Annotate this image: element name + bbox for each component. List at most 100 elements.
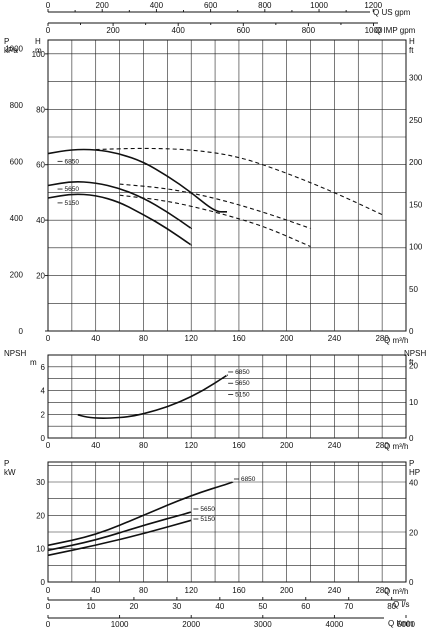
y-tick-label: 20 [36, 511, 45, 520]
q-lmin-label: Q l/min [388, 619, 413, 628]
y-tick-label: 20 [409, 528, 418, 537]
ls-tick-label: 0 [46, 602, 51, 611]
y-tick-label: 0 [41, 578, 46, 587]
power-panel: 0 40 80 120 160 200 240 280 0 10 20 30 0 20 40 6850 5… [4, 459, 420, 596]
p-hp-label-2: HP [409, 468, 420, 477]
q-imp-gpm-label: Q IMP gpm [375, 26, 416, 35]
imp-tick-label: 1000 [365, 26, 383, 35]
p-kw-label-1: P [4, 459, 9, 468]
x-tick-label: 240 [328, 334, 342, 343]
power-q-m3h-label: Q m³/h [384, 587, 408, 596]
p-kw-label-2: kW [4, 468, 16, 477]
x-tick-label: 0 [46, 441, 51, 450]
imp-tick-label: 400 [172, 26, 186, 35]
p-kpa-label-2: kPa [4, 46, 18, 55]
y-tick-label: 2 [41, 410, 46, 419]
power-kw-tick-labels: 0 10 20 30 [36, 478, 45, 587]
npsh-m-label-2: m [30, 358, 37, 367]
p-hp-label-1: P [409, 459, 414, 468]
x-tick-label: 40 [91, 334, 100, 343]
curve-5150 [47, 193, 193, 246]
x-tick-label: 40 [91, 586, 100, 595]
npsh-ft-tick-labels: 0 10 20 [409, 362, 418, 443]
npsh-m-tick-labels: 0 2 4 6 [41, 363, 46, 443]
us-gpm-ticks: 0 200 400 600 800 1000 1200 [46, 1, 383, 12]
y-tick-label: 200 [10, 270, 24, 279]
npsh-curve-label: 5150 [235, 392, 250, 399]
curve-label: 5650 [65, 186, 80, 193]
imp-tick-label: 0 [46, 26, 51, 35]
head-kpa-tick-labels: 0 200 400 600 800 1000 [5, 44, 23, 336]
x-tick-label: 280 [375, 334, 389, 343]
power-curves: 6850 5650 5150 [47, 476, 256, 557]
imp-tick-label: 200 [106, 26, 120, 35]
ls-tick-label: 30 [172, 602, 181, 611]
lmin-tick-label: 1000 [111, 620, 129, 629]
power-curve-label: 5650 [200, 506, 215, 513]
power-hp-tick-labels: 0 20 40 [409, 479, 418, 587]
lmin-ticks: 0 1000 2000 3000 4000 5000 [46, 615, 415, 629]
y-tick-label: 600 [10, 157, 24, 166]
h-m-label-1: H [35, 37, 41, 46]
curve-6850 [77, 374, 228, 419]
ls-tick-label: 60 [301, 602, 310, 611]
us-tick-label: 400 [150, 1, 164, 10]
curve-5650 [47, 511, 192, 552]
lmin-tick-label: 0 [46, 620, 51, 629]
y-tick-label: 150 [409, 200, 423, 209]
curve-5150-ext [119, 194, 312, 248]
y-tick-label: 60 [36, 161, 45, 170]
ls-tick-label: 50 [258, 602, 267, 611]
power-grid [48, 462, 406, 582]
power-curve-label: 5150 [200, 516, 215, 523]
y-tick-label: 0 [409, 578, 414, 587]
ls-tick-label: 10 [87, 602, 96, 611]
y-tick-label: 100 [32, 50, 46, 59]
y-tick-label: 400 [10, 214, 24, 223]
head-x-tick-labels: 0 40 80 120 160 200 240 280 [46, 334, 390, 343]
head-m-tick-labels: 20 40 60 80 100 [32, 50, 46, 281]
npsh-curve-label: 6850 [235, 369, 250, 376]
x-tick-label: 280 [375, 586, 389, 595]
y-tick-label: 80 [36, 105, 45, 114]
x-tick-label: 40 [91, 441, 100, 450]
h-ft-label-1: H [409, 37, 415, 46]
y-tick-label: 0 [409, 327, 414, 336]
us-tick-label: 1000 [310, 1, 328, 10]
lmin-tick-label: 4000 [326, 620, 344, 629]
npsh-grid [48, 355, 406, 438]
y-tick-label: 40 [36, 216, 45, 225]
curve-5150 [47, 519, 192, 557]
lmin-tick-label: 5000 [397, 620, 415, 629]
x-tick-label: 160 [232, 586, 246, 595]
lmin-tick-label: 2000 [182, 620, 200, 629]
us-tick-label: 1200 [364, 1, 382, 10]
curve-label: 6850 [65, 158, 80, 165]
curve-6850 [47, 481, 234, 547]
head-q-m3h-label: Q m³/h [384, 336, 408, 345]
ls-ticks: 0 10 20 30 40 50 60 70 80 [46, 597, 397, 611]
y-tick-label: 10 [409, 398, 418, 407]
ls-tick-label: 70 [344, 602, 353, 611]
y-tick-label: 20 [409, 362, 418, 371]
curve-6850-ext [95, 147, 383, 216]
us-tick-label: 800 [258, 1, 272, 10]
x-tick-label: 120 [185, 586, 199, 595]
us-tick-label: 200 [96, 1, 110, 10]
x-tick-label: 120 [185, 334, 199, 343]
npsh-ft-label-1: NPSH [404, 349, 426, 358]
lmin-tick-label: 3000 [254, 620, 272, 629]
y-tick-label: 30 [36, 478, 45, 487]
y-tick-label: 40 [409, 479, 418, 488]
x-tick-label: 200 [280, 586, 294, 595]
bottom-axes: 0 10 20 30 40 50 60 70 80 0 1000 2000 3000 4000 5000 … [46, 597, 415, 629]
y-tick-label: 20 [36, 272, 45, 281]
imp-tick-label: 600 [237, 26, 251, 35]
curve-5650-ext [119, 183, 312, 230]
imp-tick-label: 800 [302, 26, 316, 35]
npsh-ft-label-2: ft [409, 358, 414, 367]
ls-tick-label: 20 [129, 602, 138, 611]
curve-5650 [47, 181, 193, 230]
